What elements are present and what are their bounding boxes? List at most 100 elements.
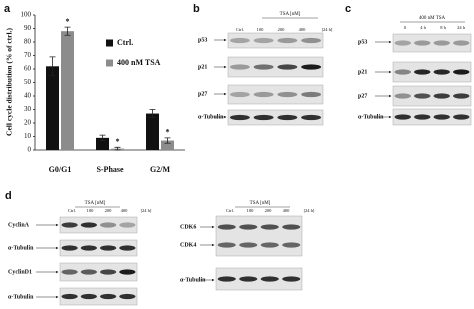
bar [46,66,59,150]
band [414,114,431,120]
blot [59,239,138,257]
bar [61,31,74,151]
band [80,222,97,228]
lane-label: 200 [278,27,286,32]
y-tick-label: 40 [24,92,32,100]
bar [161,140,174,150]
y-tick-label: 30 [24,105,32,113]
blot [392,33,472,53]
lane-label: [24 h] [141,208,152,213]
band [394,93,411,99]
band [80,293,97,300]
y-tick-label: 100 [21,11,32,19]
lane-label: 8 h [440,25,446,30]
band [100,269,117,275]
band [282,242,301,248]
lane-label: Ctrl. [226,208,234,213]
band [119,293,136,300]
band [217,276,236,282]
panel-letter: c [345,3,351,15]
band [277,64,298,70]
blot-label: p53 [198,37,207,43]
panel-letter: b [193,3,200,15]
blot-header: 400 nM TSA [419,16,446,21]
blot [227,56,324,78]
bar [96,137,109,150]
y-tick-label: 0 [28,146,32,154]
band [260,224,279,230]
band [217,242,236,248]
lane-label: 400 [283,208,291,213]
band [229,91,250,98]
band [260,276,279,282]
blot-label: p27 [358,93,367,99]
lane-label: 100 [257,27,265,32]
blot-label: p21 [198,64,207,70]
significance-marker: * [166,128,170,137]
blot-label: α-Tubulin [358,114,384,120]
band [433,69,450,75]
lane-label: Ctrl. [68,208,76,213]
x-tick-label: S-Phase [96,165,124,174]
lane-label: 400 [121,208,129,213]
band [80,245,97,251]
x-tick-label: G0/G1 [49,165,72,174]
legend-label: 400 nM TSA [117,58,161,67]
lane-label: 100 [87,208,95,213]
band [394,40,411,46]
blot [59,287,138,306]
blot-label: CyclinD1 [8,269,32,275]
band [119,222,136,228]
band [229,114,250,121]
band [217,224,236,230]
blot-label: p21 [358,69,367,75]
band [301,37,322,44]
band [61,269,78,275]
blot-label: p53 [358,39,367,45]
band [119,245,136,251]
blot-header: TSA [nM] [250,201,271,206]
y-tick-label: 10 [24,132,32,140]
error-bar [114,146,121,151]
blot [392,108,472,126]
band [119,269,136,275]
band [414,93,431,99]
y-tick-label: 70 [24,51,32,59]
band [100,245,117,251]
band [61,245,78,251]
blot [227,109,324,126]
band [453,114,470,120]
band [239,242,258,248]
blot [227,32,324,49]
error-bar [64,26,71,36]
band [433,93,450,99]
band [260,242,279,248]
band [229,64,250,70]
blot [215,215,303,257]
band [414,40,431,46]
lane-label: 100 [247,208,255,213]
blot-header: TSA [nM] [85,201,106,206]
blot-label: CDK6 [180,224,196,230]
error-bar [99,134,106,141]
band [61,293,78,300]
y-axis-label: Cell cycle distribution (% of ctrl.) [5,28,14,136]
blot-label: CDK4 [180,242,196,248]
x-tick-label: G2/M [150,165,170,174]
panel-letter: a [4,3,11,15]
band [253,64,274,70]
blot-label: α-Tubulin [8,245,34,251]
band [80,269,97,275]
blot [392,61,472,83]
legend-label: Ctrl. [117,38,133,47]
blot [227,84,324,105]
lane-label: 0 [404,25,407,30]
y-tick-label: 20 [24,119,32,127]
blot-label: p27 [198,91,207,97]
band [239,276,258,282]
band [453,93,470,99]
significance-marker: * [116,137,120,146]
y-tick-label: 80 [24,38,32,46]
blot [215,267,303,291]
